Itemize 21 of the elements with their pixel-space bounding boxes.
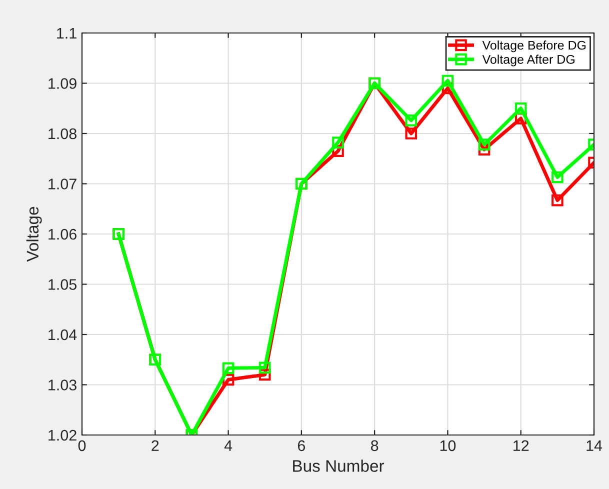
y-tick-label: 1.1 [57, 28, 76, 39]
x-tick-label: 4 [224, 440, 232, 451]
x-tick-label: 14 [586, 440, 602, 451]
x-axis-title: Bus Number [293, 460, 384, 472]
x-tick-label: 8 [370, 440, 378, 452]
y-tick-label: 1.05 [48, 279, 76, 290]
x-tick-label: 0 [78, 440, 86, 452]
y-tick-label: 1.09 [48, 78, 76, 89]
x-tick-label: 10 [440, 440, 456, 452]
x-tick-label: 6 [298, 440, 306, 452]
y-tick-label: 1.02 [48, 430, 76, 441]
legend-label: Voltage Before DG [482, 40, 586, 52]
y-tick-label: 1.07 [48, 178, 76, 190]
x-tick-label: 12 [514, 440, 529, 451]
legend-label: Voltage After DG [482, 54, 574, 66]
y-tick-label: 1.04 [48, 329, 77, 340]
y-tick-label: 1.03 [48, 380, 76, 390]
y-tick-label: 1.06 [48, 228, 76, 240]
x-tick-label: 2 [152, 440, 159, 451]
y-axis-title: Voltage [26, 206, 42, 262]
y-tick-label: 1.08 [48, 128, 76, 140]
